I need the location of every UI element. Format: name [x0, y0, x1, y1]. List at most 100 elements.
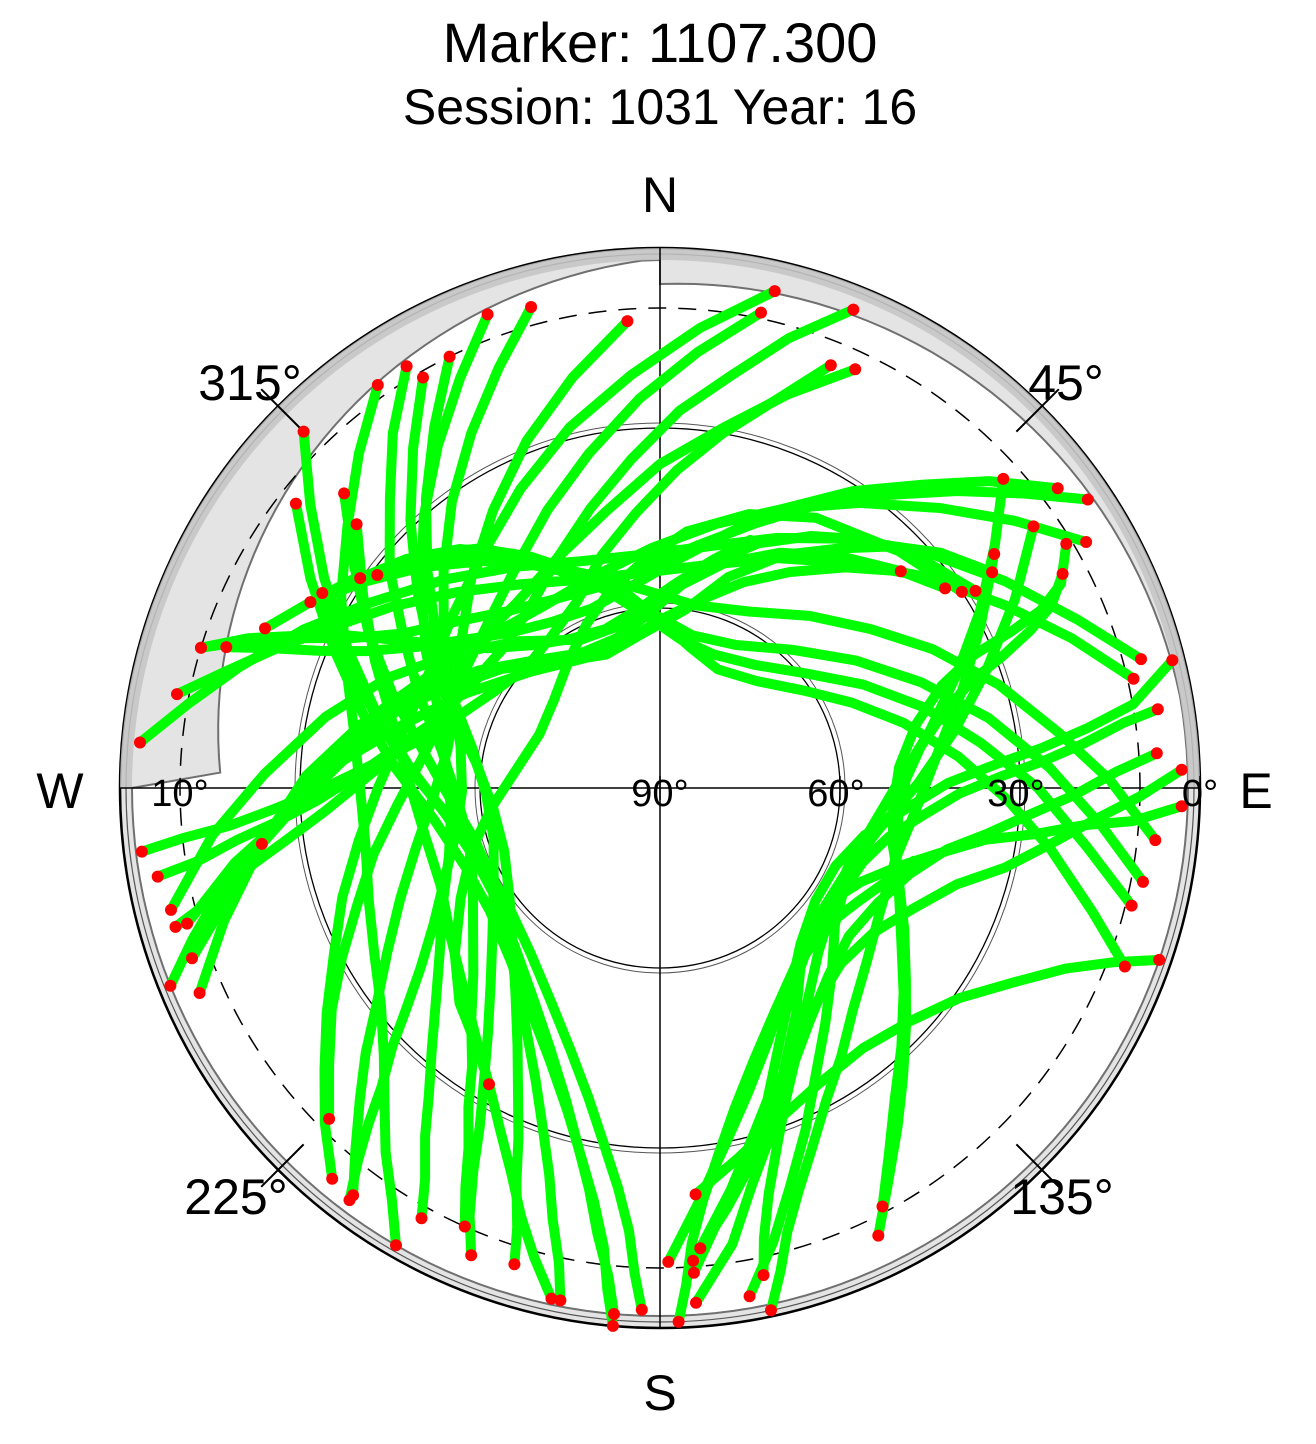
azimuth-label-135: 135°	[1010, 1169, 1113, 1225]
track-19-start-point	[134, 736, 146, 749]
track-42-end-point	[316, 587, 329, 599]
track-12-end-point	[694, 1242, 707, 1255]
chart-title: Marker: 1107.300	[443, 11, 878, 74]
track-33-start-point	[343, 1194, 356, 1207]
track-35-start-point	[458, 1220, 471, 1233]
track-38-start-point	[554, 1294, 567, 1307]
azimuth-label-315: 315°	[198, 355, 301, 411]
track-45-start-point	[765, 1304, 777, 1317]
track-16-start-point	[354, 572, 367, 585]
track-40-start-point	[606, 1319, 619, 1332]
track-18-end-point	[1149, 834, 1162, 847]
track-33-end-point	[525, 301, 538, 313]
azimuth-tick-225	[260, 1143, 305, 1188]
track-1-start-point	[955, 585, 968, 598]
track-9-start-point	[1175, 800, 1188, 813]
track-40-end-point	[289, 497, 302, 510]
track-8-end-point	[743, 1290, 756, 1303]
satellite-tracks	[135, 286, 1187, 1331]
track-10-start-point	[1166, 654, 1179, 667]
track-34-end-point	[481, 308, 494, 321]
track-24-start-point	[135, 845, 148, 858]
track-36-start-point	[465, 1249, 478, 1262]
satellite-track-25	[256, 364, 861, 849]
track-6-end-point	[872, 1229, 885, 1242]
track-43-end-point	[1027, 520, 1040, 533]
track-38-end-point	[338, 487, 351, 500]
track-10-end-point	[687, 1266, 700, 1279]
track-31-end-point	[621, 315, 634, 328]
satellite-track-14	[690, 954, 1165, 1200]
track-28-start-point	[169, 920, 182, 933]
satellite-track-16	[355, 544, 1137, 911]
elevation-label-0: 0°	[1182, 773, 1218, 815]
track-30-end-point	[755, 306, 767, 319]
polar-plot-area: 315° 45° 225° 135° 90° 60° 30° 0° 10°	[118, 246, 1218, 1332]
satellite-track-36	[420, 351, 499, 1261]
satellite-track-41	[758, 473, 1009, 1281]
satellite-track-24	[136, 360, 836, 857]
track-18-start-point	[259, 622, 271, 635]
satellite-track-43	[673, 521, 1039, 1327]
track-3-end-point	[165, 903, 177, 916]
elevation-label-90: 90°	[631, 773, 688, 815]
track-30-start-point	[323, 1112, 336, 1125]
track-44-end-point	[350, 518, 363, 531]
track-39-start-point	[608, 1308, 620, 1320]
track-2-end-point	[193, 987, 206, 999]
track-2-start-point	[939, 582, 952, 595]
track-20-start-point	[171, 688, 183, 701]
track-11-start-point	[1150, 747, 1163, 760]
elevation-label-60: 60°	[807, 773, 864, 815]
track-39-end-point	[297, 425, 310, 438]
track-25-end-point	[849, 363, 862, 376]
south-label: S	[643, 1365, 676, 1421]
track-endpoints	[134, 285, 1188, 1332]
track-35-end-point	[400, 360, 413, 373]
satellite-track-32	[336, 380, 401, 1251]
track-19-end-point	[1135, 653, 1147, 666]
elevation-label-30: 30°	[987, 773, 1044, 815]
track-14-start-point	[1153, 953, 1166, 966]
azimuth-tick-135	[1015, 1143, 1060, 1188]
track-27-start-point	[195, 641, 207, 654]
track-23-start-point	[164, 979, 177, 992]
track-3-start-point	[969, 584, 982, 597]
track-7-start-point	[1056, 567, 1069, 580]
azimuth-tick-45	[1015, 388, 1060, 433]
track-43-start-point	[672, 1315, 685, 1328]
track-29-start-point	[326, 1172, 339, 1185]
track-4-start-point	[986, 566, 999, 579]
satellite-track-17	[305, 551, 1148, 887]
track-7-end-point	[876, 1200, 889, 1213]
chart-subtitle: Session: 1031 Year: 16	[403, 79, 917, 135]
track-4-end-point	[186, 952, 198, 965]
track-21-end-point	[1081, 493, 1094, 506]
east-label: E	[1239, 763, 1272, 819]
track-36-end-point	[443, 350, 456, 363]
satellite-track-40	[290, 498, 618, 1331]
track-8-start-point	[1151, 703, 1164, 716]
azimuth-label-45: 45°	[1028, 355, 1104, 411]
west-label: W	[36, 763, 84, 819]
track-17-start-point	[304, 596, 317, 609]
track-16-end-point	[1125, 899, 1138, 912]
track-20-end-point	[1127, 672, 1140, 685]
track-28-end-point	[847, 303, 860, 316]
track-37-start-point	[508, 1258, 521, 1271]
track-5-start-point	[894, 565, 907, 578]
north-label: N	[642, 167, 678, 223]
track-12-start-point	[1175, 763, 1188, 776]
track-6-start-point	[1060, 537, 1073, 550]
track-44-start-point	[545, 1292, 558, 1305]
azimuth-label-225: 225°	[184, 1169, 287, 1225]
elevation-label-10: 10°	[151, 773, 208, 815]
track-5-end-point	[181, 917, 194, 930]
track-11-end-point	[687, 1254, 700, 1267]
track-32-start-point	[390, 1239, 402, 1252]
satellite-track-8	[744, 704, 1163, 1302]
track-45-end-point	[988, 548, 1001, 560]
track-23-end-point	[1080, 536, 1093, 548]
track-1-end-point	[483, 1078, 495, 1091]
